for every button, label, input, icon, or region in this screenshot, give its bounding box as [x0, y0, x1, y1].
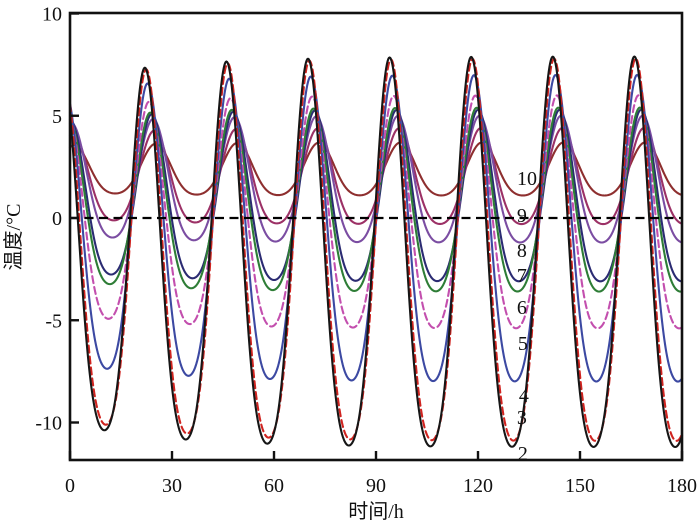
series-line-2: [68, 55, 684, 449]
y-tick-label-5: 5: [52, 106, 62, 128]
y-tick-label--10: -10: [35, 413, 62, 435]
curve-number-label-9: 9: [517, 205, 527, 227]
curve-number-label-7: 7: [517, 265, 527, 287]
x-tick-label-90: 90: [366, 475, 386, 497]
x-tick-label-150: 150: [565, 475, 595, 497]
x-tick-label-30: 30: [162, 475, 182, 497]
x-tick-label-60: 60: [264, 475, 284, 497]
y-tick-label-10: 10: [42, 4, 62, 26]
x-tick-label-120: 120: [463, 475, 493, 497]
curve-number-label-8: 8: [517, 240, 527, 262]
curve-number-label-10: 10: [517, 168, 537, 190]
x-axis-title: 时间/h: [348, 500, 404, 523]
y-tick-label--5: -5: [45, 310, 62, 332]
curve-number-label-2: 2: [518, 443, 528, 465]
plot-frame-group: [68, 11, 684, 462]
series-lines-group: [68, 55, 684, 449]
curve-number-label-5: 5: [518, 333, 528, 355]
tick-labels-group: 0 30 60 90 120 150 180 10 5 0 -5 -10 2 34 5 6 7 8 9 10: [35, 4, 697, 498]
curve-number-label-3: 3: [517, 407, 527, 429]
curve-number-label-4: 4: [519, 385, 529, 407]
x-tick-label-180: 180: [667, 475, 697, 497]
series-line-3: [68, 57, 684, 442]
y-tick-label-0: 0: [52, 208, 62, 230]
y-axis-title: 温度/°C: [2, 204, 25, 271]
curve-number-label-6: 6: [517, 297, 527, 319]
x-tick-label-0: 0: [65, 475, 75, 497]
